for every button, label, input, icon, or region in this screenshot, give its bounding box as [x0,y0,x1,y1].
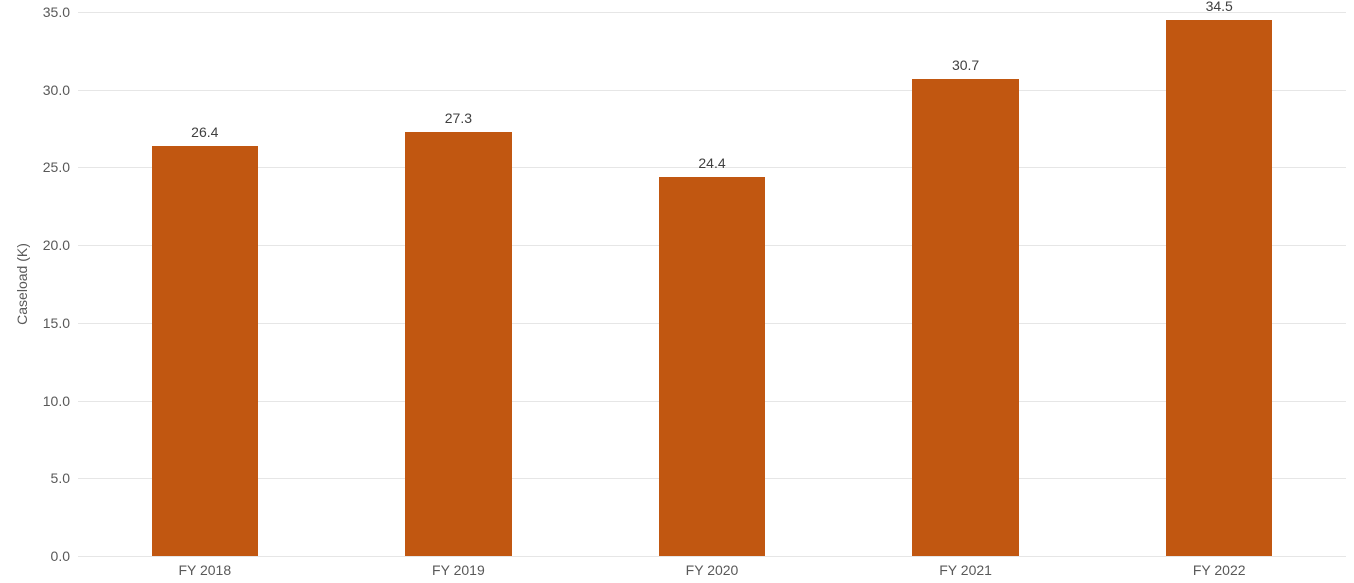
y-tick-label: 0.0 [51,548,78,564]
bar-value-label: 24.4 [698,155,725,177]
y-tick-label: 15.0 [43,315,78,331]
plot-area: 0.05.010.015.020.025.030.035.026.4FY 201… [78,12,1346,556]
gridline [78,90,1346,91]
bar-value-label: 27.3 [445,110,472,132]
y-tick-label: 25.0 [43,159,78,175]
y-tick-label: 35.0 [43,4,78,20]
bar [1166,20,1273,556]
bar [659,177,766,556]
y-tick-label: 20.0 [43,237,78,253]
y-axis-title: Caseload (K) [14,243,30,325]
x-tick-label: FY 2018 [178,556,231,578]
x-tick-label: FY 2020 [686,556,739,578]
bar-value-label: 34.5 [1206,0,1233,20]
y-tick-label: 5.0 [51,470,78,486]
x-tick-label: FY 2022 [1193,556,1246,578]
bar-value-label: 30.7 [952,57,979,79]
x-tick-label: FY 2019 [432,556,485,578]
caseload-bar-chart: 0.0 5.0 10.0 15.0 20.0 25.0 30.0 35.0 26.4 FY 201… [0,0,1354,583]
bar [405,132,512,556]
bar [152,146,259,556]
y-tick-label: 30.0 [43,82,78,98]
x-tick-label: FY 2021 [939,556,992,578]
gridline [78,12,1346,13]
bar [912,79,1019,556]
bar-value-label: 26.4 [191,124,218,146]
y-tick-label: 10.0 [43,393,78,409]
